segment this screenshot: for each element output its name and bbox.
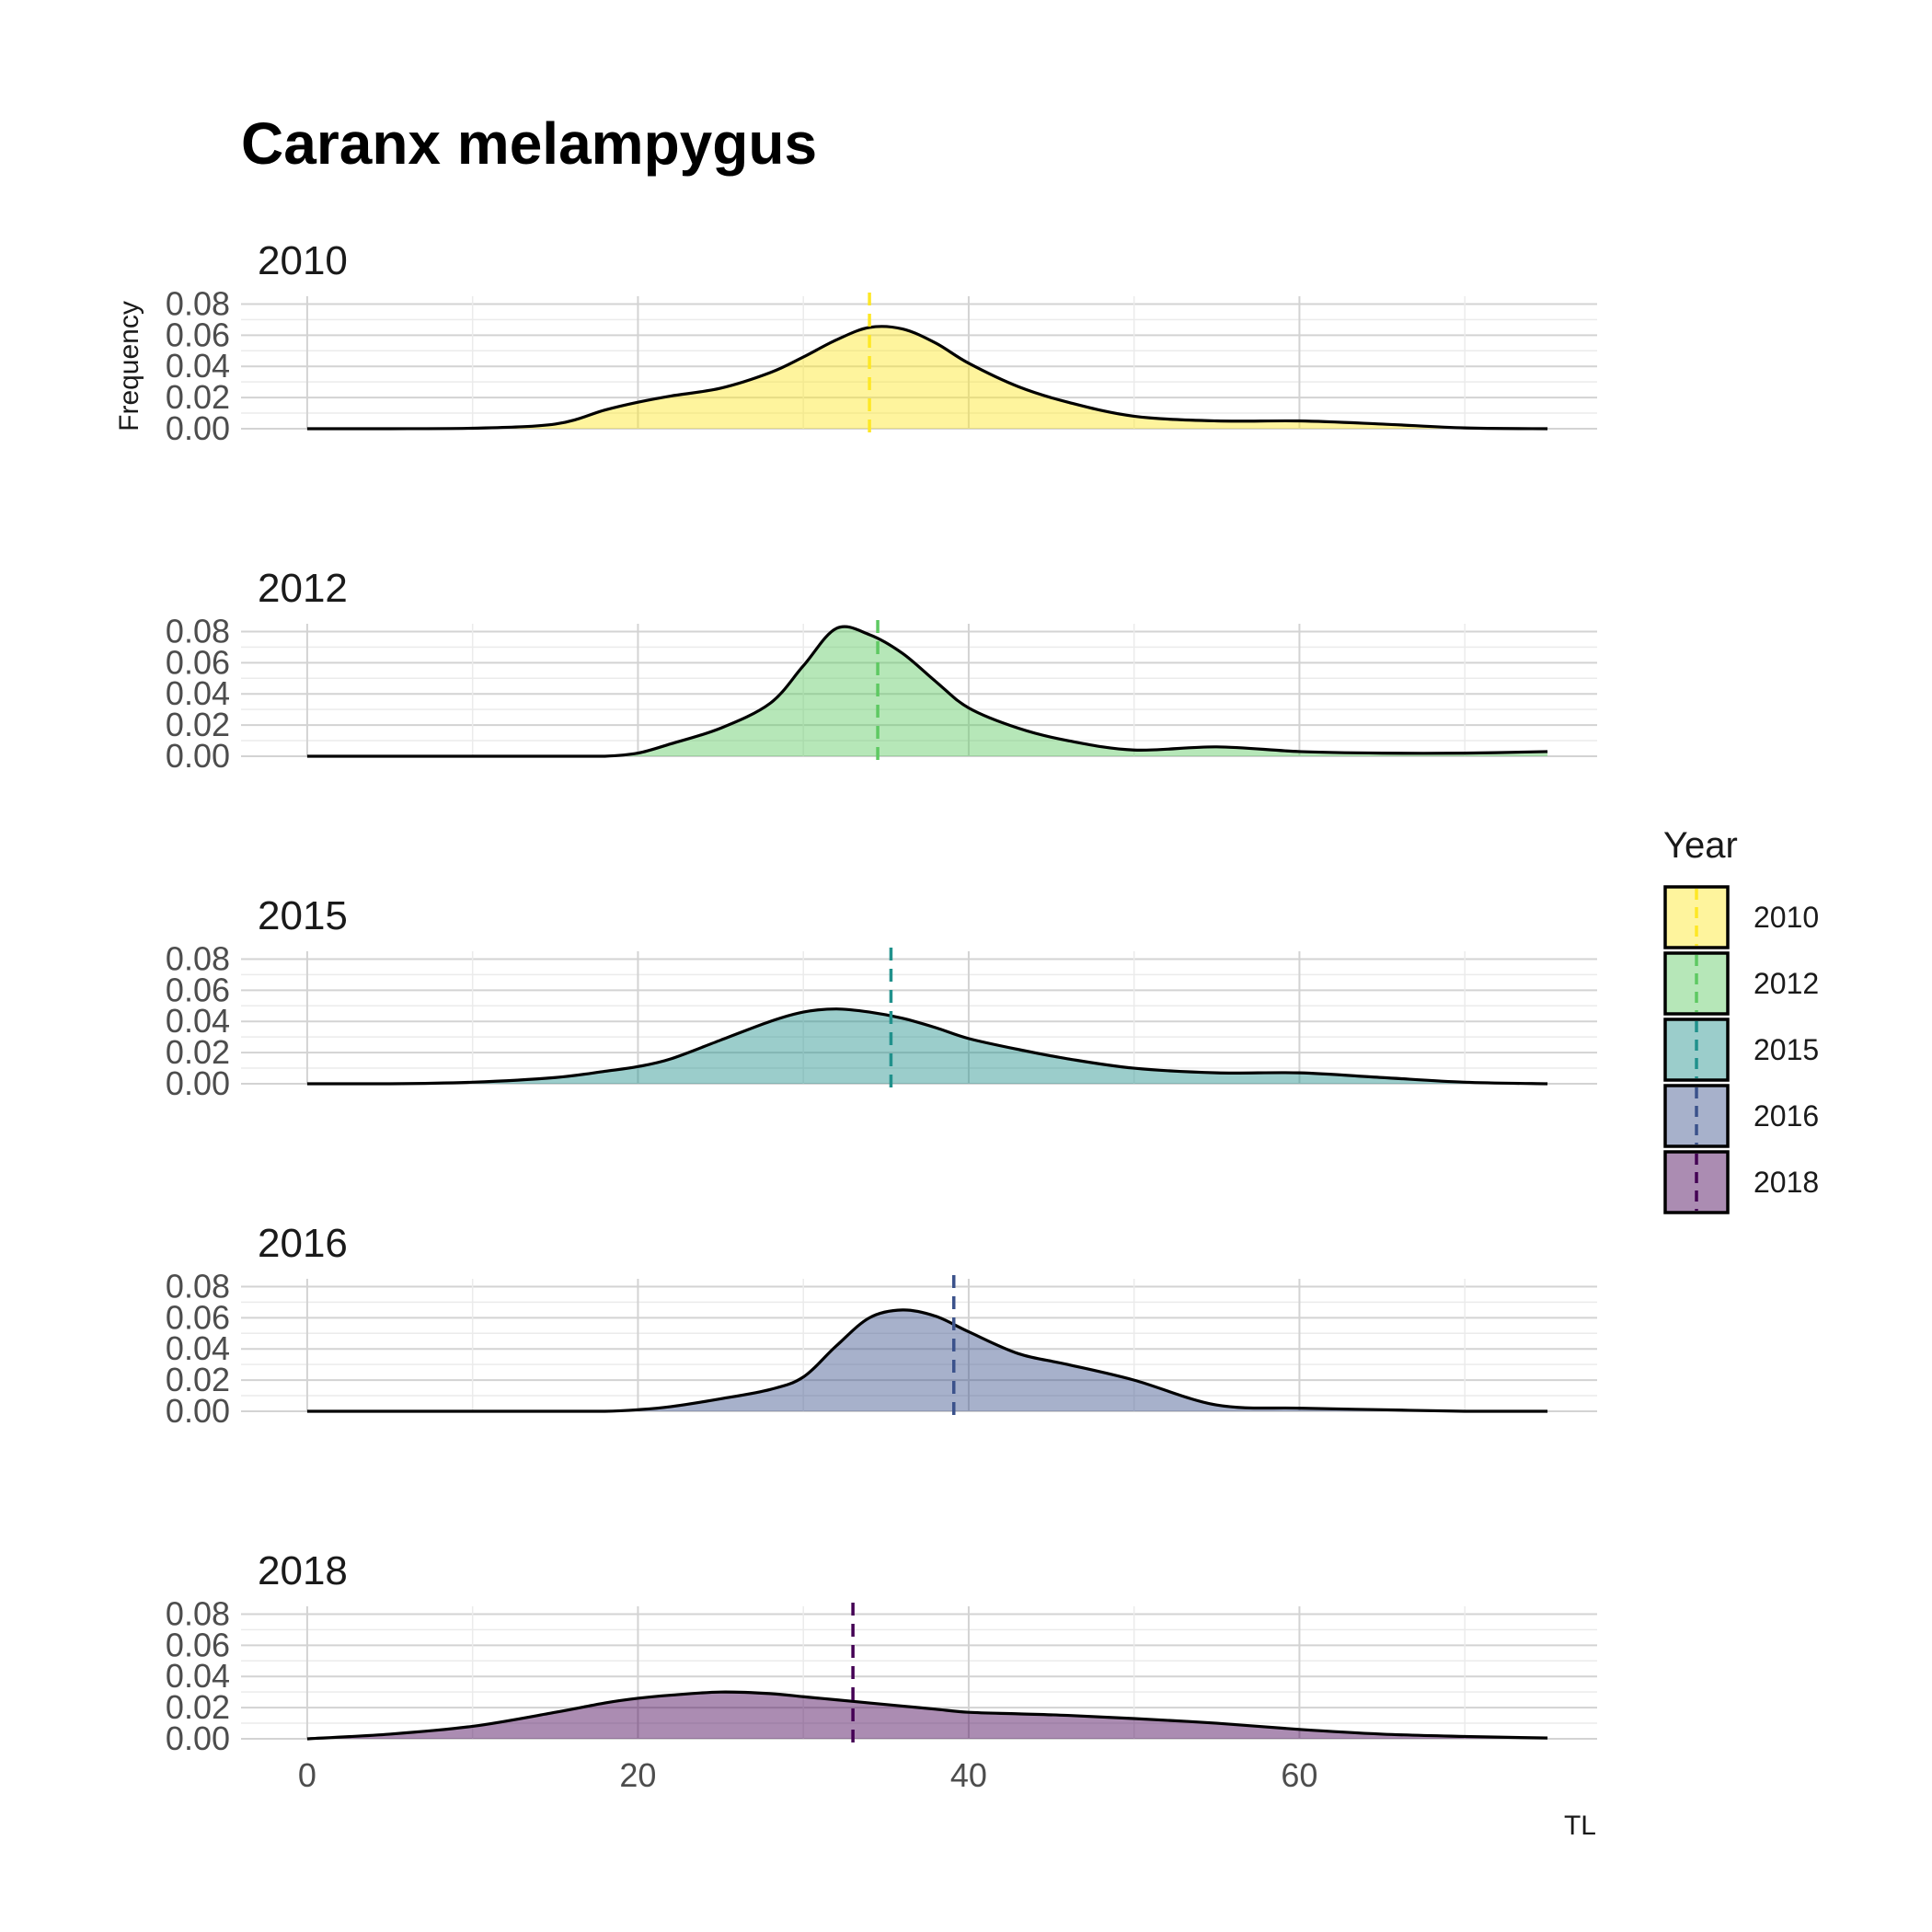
- x-tick-label: 0: [298, 1756, 316, 1794]
- density-area-2012: [306, 627, 1548, 756]
- legend-item-2010: 2010: [1663, 885, 1819, 949]
- y-tick-label: 0.00: [166, 409, 230, 447]
- y-tick-label: 0.06: [166, 971, 230, 1008]
- y-tick-label: 0.08: [166, 284, 230, 322]
- density-line-2015: [306, 1007, 1548, 1086]
- legend-item-2012: 2012: [1663, 951, 1819, 1016]
- legend-label: 2015: [1754, 1033, 1819, 1066]
- y-tick-label: 0.02: [166, 1361, 230, 1398]
- y-tick-label: 0.06: [166, 316, 230, 353]
- y-axis-label: Frequency: [114, 301, 144, 431]
- panel-2010: 2010 0.000.020.040.060.08: [166, 238, 1597, 447]
- density-line-2010: [306, 325, 1548, 431]
- legend-label: 2010: [1754, 901, 1819, 934]
- legend-item-2018: 2018: [1663, 1150, 1819, 1214]
- y-tick-label: 0.08: [166, 1594, 230, 1632]
- y-tick-label: 0.00: [166, 1392, 230, 1430]
- y-tick-label: 0.02: [166, 1688, 230, 1726]
- legend-label: 2012: [1754, 967, 1819, 1000]
- x-tick-label: 40: [950, 1756, 987, 1794]
- y-tick-label: 0.04: [166, 1329, 230, 1367]
- density-line-2018: [306, 1690, 1548, 1741]
- legend-item-2016: 2016: [1663, 1084, 1819, 1148]
- y-tick-label: 0.04: [166, 347, 230, 385]
- y-tick-label: 0.04: [166, 1657, 230, 1695]
- density-line-2012: [306, 625, 1548, 758]
- y-tick-label: 0.06: [166, 643, 230, 681]
- legend-item-2015: 2015: [1663, 1018, 1819, 1082]
- y-tick-label: 0.04: [166, 674, 230, 712]
- y-tick-label: 0.02: [166, 706, 230, 743]
- panel-2015: 2015 0.000.020.040.060.08: [166, 893, 1597, 1102]
- panel-2016: 2016 0.000.020.040.060.08: [166, 1221, 1597, 1430]
- facet-label: 2015: [258, 893, 348, 938]
- y-tick-label: 0.08: [166, 1267, 230, 1305]
- y-tick-label: 0.08: [166, 612, 230, 650]
- y-tick-label: 0.00: [166, 1719, 230, 1757]
- facet-label: 2018: [258, 1548, 348, 1593]
- y-tick-label: 0.06: [166, 1298, 230, 1336]
- legend-label: 2016: [1754, 1099, 1819, 1133]
- y-tick-label: 0.00: [166, 737, 230, 775]
- y-tick-label: 0.02: [166, 1033, 230, 1071]
- density-area-2018: [306, 1692, 1548, 1739]
- legend-title: Year: [1663, 825, 1738, 866]
- facet-panels: 20100.000.020.040.060.0820120.000.020.04…: [166, 238, 1597, 1757]
- density-area-2010: [306, 326, 1548, 429]
- density-area-2016: [306, 1309, 1548, 1411]
- legend: Year 2010 2012 2015 2016 2018: [1663, 825, 1819, 1214]
- x-tick-label: 20: [619, 1756, 656, 1794]
- density-area-2015: [306, 1008, 1548, 1084]
- x-axis: 0 20 40 60: [298, 1756, 1318, 1794]
- y-tick-label: 0.06: [166, 1626, 230, 1663]
- chart-title: Caranx melampygus: [241, 110, 817, 177]
- panel-2012: 2012 0.000.020.040.060.08: [166, 566, 1597, 775]
- facet-label: 2012: [258, 566, 348, 611]
- y-tick-label: 0.08: [166, 939, 230, 977]
- y-tick-label: 0.04: [166, 1002, 230, 1040]
- legend-label: 2018: [1754, 1166, 1819, 1199]
- panel-2018: 2018 0.000.020.040.060.08: [166, 1548, 1597, 1757]
- y-tick-label: 0.02: [166, 378, 230, 416]
- density-line-2016: [306, 1308, 1548, 1413]
- x-axis-label: TL: [1564, 1811, 1596, 1841]
- facet-label: 2010: [258, 238, 348, 283]
- facet-label: 2016: [258, 1221, 348, 1266]
- x-tick-label: 60: [1281, 1756, 1317, 1794]
- y-tick-label: 0.00: [166, 1064, 230, 1102]
